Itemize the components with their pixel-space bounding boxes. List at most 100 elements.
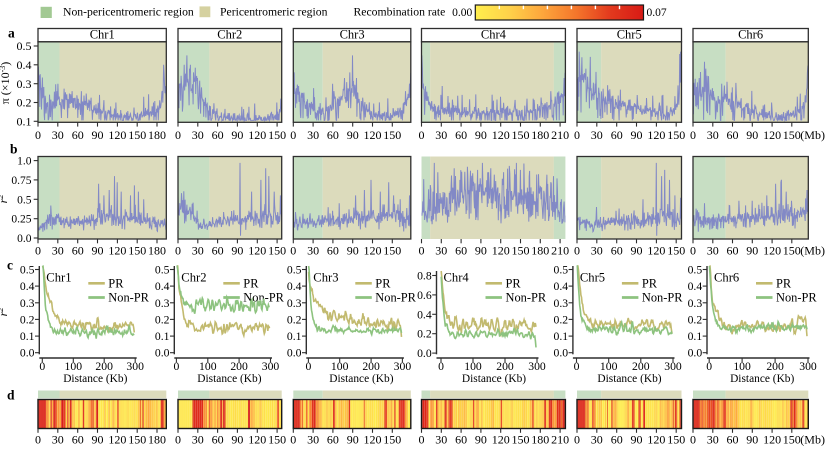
svg-text:Distance (Kb): Distance (Kb)	[329, 373, 393, 385]
svg-text:0.1: 0.1	[20, 330, 35, 343]
svg-text:0: 0	[35, 433, 41, 447]
svg-text:0.4: 0.4	[20, 280, 35, 293]
svg-text:0.4: 0.4	[287, 280, 302, 293]
svg-text:60: 60	[611, 433, 623, 447]
svg-text:Chr6: Chr6	[738, 28, 763, 42]
svg-text:120: 120	[248, 128, 266, 142]
svg-text:Chr1: Chr1	[90, 28, 115, 42]
svg-text:30: 30	[707, 433, 719, 447]
svg-text:100: 100	[464, 360, 482, 373]
svg-text:210: 210	[551, 433, 569, 447]
svg-text:0: 0	[290, 244, 296, 258]
svg-text:0: 0	[39, 360, 45, 373]
svg-text:Non-PR: Non-PR	[108, 291, 149, 305]
svg-text:200: 200	[362, 360, 380, 373]
svg-text:150: 150	[783, 433, 801, 447]
svg-text:Chr5: Chr5	[580, 271, 605, 285]
svg-text:60: 60	[727, 128, 739, 142]
svg-text:60: 60	[455, 433, 467, 447]
svg-text:120: 120	[248, 433, 266, 447]
svg-text:0.5: 0.5	[17, 39, 32, 53]
svg-text:120: 120	[108, 244, 126, 258]
svg-text:0: 0	[574, 360, 580, 373]
svg-text:0.2: 0.2	[688, 313, 703, 326]
svg-text:30: 30	[591, 128, 603, 142]
svg-text:r2: r2	[0, 308, 10, 317]
svg-text:300: 300	[262, 360, 280, 373]
svg-text:30: 30	[192, 128, 204, 142]
svg-text:150: 150	[667, 244, 685, 258]
svg-text:150: 150	[512, 128, 530, 142]
svg-text:c: c	[7, 258, 13, 273]
svg-text:120: 120	[492, 128, 510, 142]
svg-text:120: 120	[364, 244, 382, 258]
svg-text:90: 90	[746, 128, 758, 142]
svg-text:0.0: 0.0	[287, 347, 302, 360]
svg-text:0.4: 0.4	[17, 58, 32, 72]
svg-text:0.0: 0.0	[417, 347, 432, 360]
svg-text:90: 90	[92, 433, 104, 447]
svg-text:0: 0	[290, 128, 296, 142]
svg-text:150: 150	[268, 433, 286, 447]
svg-text:0.1: 0.1	[155, 330, 170, 343]
svg-text:Chr2: Chr2	[217, 28, 242, 42]
svg-text:Distance (Kb): Distance (Kb)	[63, 373, 127, 385]
svg-text:PR: PR	[776, 277, 792, 291]
svg-text:Non-PR: Non-PR	[642, 291, 683, 305]
svg-text:0.2: 0.2	[17, 96, 32, 110]
svg-text:150: 150	[383, 244, 401, 258]
svg-text:0.2: 0.2	[155, 313, 170, 326]
svg-text:0: 0	[419, 433, 425, 447]
svg-text:60: 60	[72, 128, 84, 142]
svg-text:180: 180	[531, 128, 549, 142]
svg-text:200: 200	[632, 360, 650, 373]
svg-text:Non-PR: Non-PR	[375, 291, 416, 305]
svg-text:0.3: 0.3	[287, 297, 302, 310]
svg-text:90: 90	[92, 128, 104, 142]
svg-text:PR: PR	[642, 277, 658, 291]
svg-text:0.1: 0.1	[17, 115, 32, 129]
svg-text:150: 150	[667, 433, 685, 447]
svg-text:90: 90	[631, 433, 643, 447]
svg-text:60: 60	[72, 244, 84, 258]
svg-text:0.0: 0.0	[553, 347, 568, 360]
svg-text:150: 150	[783, 128, 801, 142]
svg-text:0: 0	[574, 244, 580, 258]
svg-text:120: 120	[108, 433, 126, 447]
svg-text:0: 0	[419, 128, 425, 142]
svg-text:(Mb): (Mb)	[800, 244, 825, 258]
svg-text:120: 120	[647, 433, 665, 447]
svg-text:200: 200	[230, 360, 248, 373]
svg-text:60: 60	[455, 128, 467, 142]
svg-text:Recombination rate: Recombination rate	[354, 6, 446, 19]
svg-text:60: 60	[212, 244, 224, 258]
svg-text:150: 150	[268, 128, 286, 142]
svg-text:Distance (Kb): Distance (Kb)	[462, 373, 526, 385]
svg-text:Non-PR: Non-PR	[243, 291, 284, 305]
svg-text:30: 30	[591, 244, 603, 258]
svg-text:0.0: 0.0	[20, 347, 35, 360]
svg-text:180: 180	[531, 433, 549, 447]
svg-text:120: 120	[108, 128, 126, 142]
svg-text:180: 180	[148, 244, 166, 258]
svg-text:0: 0	[419, 244, 425, 258]
svg-text:120: 120	[763, 128, 781, 142]
svg-text:Chr5: Chr5	[617, 28, 642, 42]
svg-text:0.3: 0.3	[688, 297, 703, 310]
svg-text:200: 200	[95, 360, 113, 373]
svg-text:90: 90	[746, 244, 758, 258]
svg-text:60: 60	[327, 433, 339, 447]
svg-text:90: 90	[631, 128, 643, 142]
svg-text:300: 300	[126, 360, 144, 373]
svg-text:60: 60	[212, 433, 224, 447]
svg-text:30: 30	[707, 128, 719, 142]
svg-text:0.2: 0.2	[417, 328, 432, 341]
svg-text:b: b	[10, 142, 18, 157]
svg-text:30: 30	[192, 433, 204, 447]
svg-text:150: 150	[128, 128, 146, 142]
svg-text:0.0: 0.0	[17, 233, 32, 245]
svg-text:300: 300	[528, 360, 546, 373]
svg-text:180: 180	[148, 433, 166, 447]
svg-text:PR: PR	[243, 277, 259, 291]
svg-text:120: 120	[647, 128, 665, 142]
